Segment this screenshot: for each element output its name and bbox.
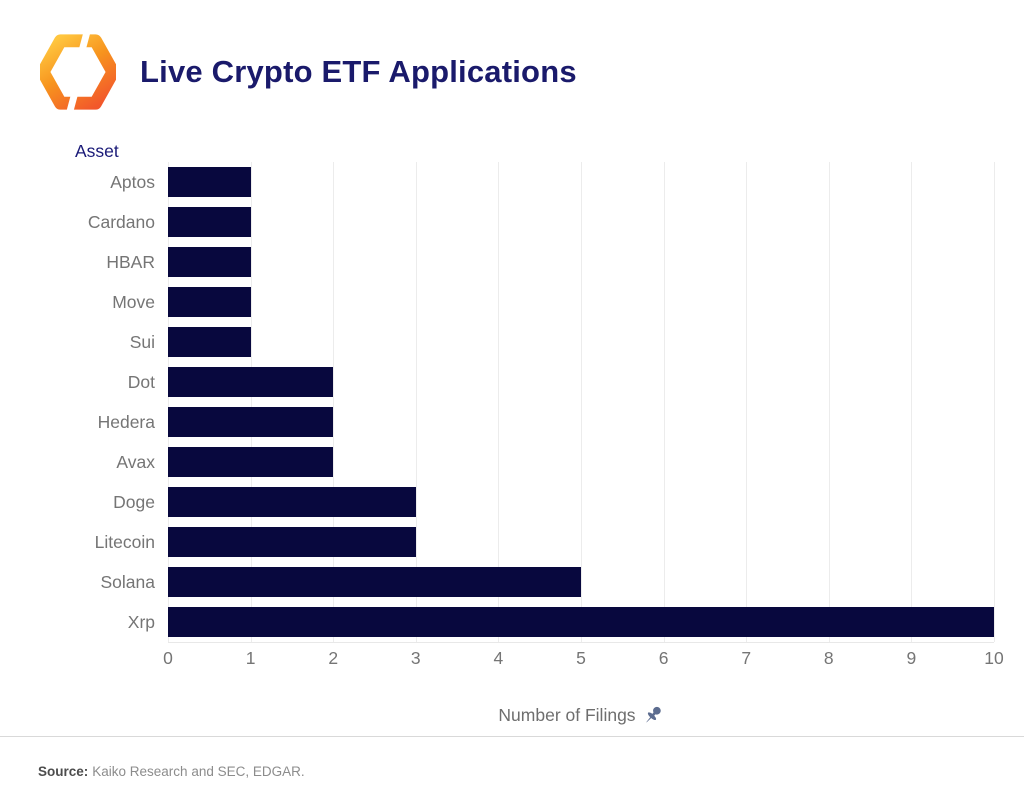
bar-row: Doge xyxy=(113,482,994,522)
bar-move xyxy=(168,287,251,317)
gridline xyxy=(746,162,748,642)
divider xyxy=(0,736,1024,737)
y-axis-category-label: Move xyxy=(112,291,155,312)
x-axis-tick-label: 3 xyxy=(410,648,421,668)
gridline xyxy=(250,162,252,642)
x-axis-tick-label: 6 xyxy=(658,648,669,668)
gridline xyxy=(168,162,169,642)
y-axis-category-label: Doge xyxy=(113,491,155,512)
gridline xyxy=(333,162,335,642)
y-axis-category-label: Avax xyxy=(116,451,155,472)
y-axis-category-label: Aptos xyxy=(110,171,155,192)
plot-area: Aptos Cardano HBAR Move Sui Dot Hedera Avax Doge… xyxy=(88,162,995,643)
source-note: Source: Kaiko Research and SEC, EDGAR. xyxy=(38,764,305,779)
x-axis-title: Number of Filings xyxy=(168,704,994,726)
bar-row: Dot xyxy=(128,362,994,402)
x-axis-tick-label: 4 xyxy=(493,648,504,668)
y-axis-category-label: Hedera xyxy=(97,411,155,432)
bar-row: Cardano xyxy=(88,202,994,242)
bar-row: Solana xyxy=(101,562,994,602)
pushpin-icon xyxy=(645,706,661,723)
bar-dot xyxy=(168,367,334,397)
x-axis-tick-label: 5 xyxy=(576,648,586,668)
x-axis-title-label: Number of Filings xyxy=(498,705,636,725)
bar-doge xyxy=(168,487,416,517)
bar-rows: Aptos Cardano HBAR Move Sui Dot Hedera Avax Doge… xyxy=(88,162,994,642)
gridline xyxy=(415,162,417,642)
gridline xyxy=(663,162,665,642)
x-axis-tick-label: 1 xyxy=(245,648,256,668)
y-axis-category-label: Cardano xyxy=(87,211,155,232)
y-axis-category-label: Xrp xyxy=(127,611,155,632)
bar-aptos xyxy=(168,167,251,197)
x-axis-tick-label: 2 xyxy=(328,648,339,668)
bar-hedera xyxy=(168,407,334,437)
gridline xyxy=(498,162,500,642)
bar-sui xyxy=(168,327,251,357)
bar-row: Avax xyxy=(116,442,994,482)
source-text: Kaiko Research and SEC, EDGAR. xyxy=(92,764,305,779)
bar-cardano xyxy=(168,207,251,237)
y-axis-category-label: Solana xyxy=(100,571,156,592)
bar-row: Litecoin xyxy=(95,522,994,562)
kaiko-logo-icon xyxy=(40,32,116,112)
x-axis-tick-label: 10 xyxy=(984,648,1004,668)
bar-avax xyxy=(168,447,334,477)
x-axis-ticks: 0 1 2 3 4 5 6 7 8 9 10 xyxy=(163,648,1004,670)
header: Live Crypto ETF Applications xyxy=(40,32,577,112)
bar-litecoin xyxy=(168,527,416,557)
gridline xyxy=(581,162,582,642)
y-axis-category-label: Sui xyxy=(129,331,155,352)
bar-row: Xrp xyxy=(128,602,994,642)
y-axis-category-label: Litecoin xyxy=(94,531,155,552)
bar-row: Sui xyxy=(130,322,994,362)
x-axis-tick-label: 8 xyxy=(823,648,834,668)
gridline xyxy=(828,162,830,642)
x-axis-tick-label: 9 xyxy=(906,648,917,668)
bar-row: Move xyxy=(112,282,994,322)
gridline xyxy=(911,162,913,642)
y-axis-title: Asset xyxy=(75,141,119,161)
bar-solana xyxy=(168,567,581,597)
x-axis-tick-label: 7 xyxy=(741,648,752,668)
gridline xyxy=(994,162,995,642)
y-axis-category-label: HBAR xyxy=(106,251,155,272)
page-title: Live Crypto ETF Applications xyxy=(140,54,577,89)
bar-row: Aptos xyxy=(110,162,994,202)
y-axis-category-label: Dot xyxy=(127,371,155,392)
bar-xrp xyxy=(168,607,994,637)
bar-row: Hedera xyxy=(98,402,994,442)
source-label: Source: xyxy=(38,764,89,779)
x-axis-tick-label: 0 xyxy=(163,648,173,668)
bar-hbar xyxy=(168,247,251,277)
bar-row: HBAR xyxy=(106,242,994,282)
